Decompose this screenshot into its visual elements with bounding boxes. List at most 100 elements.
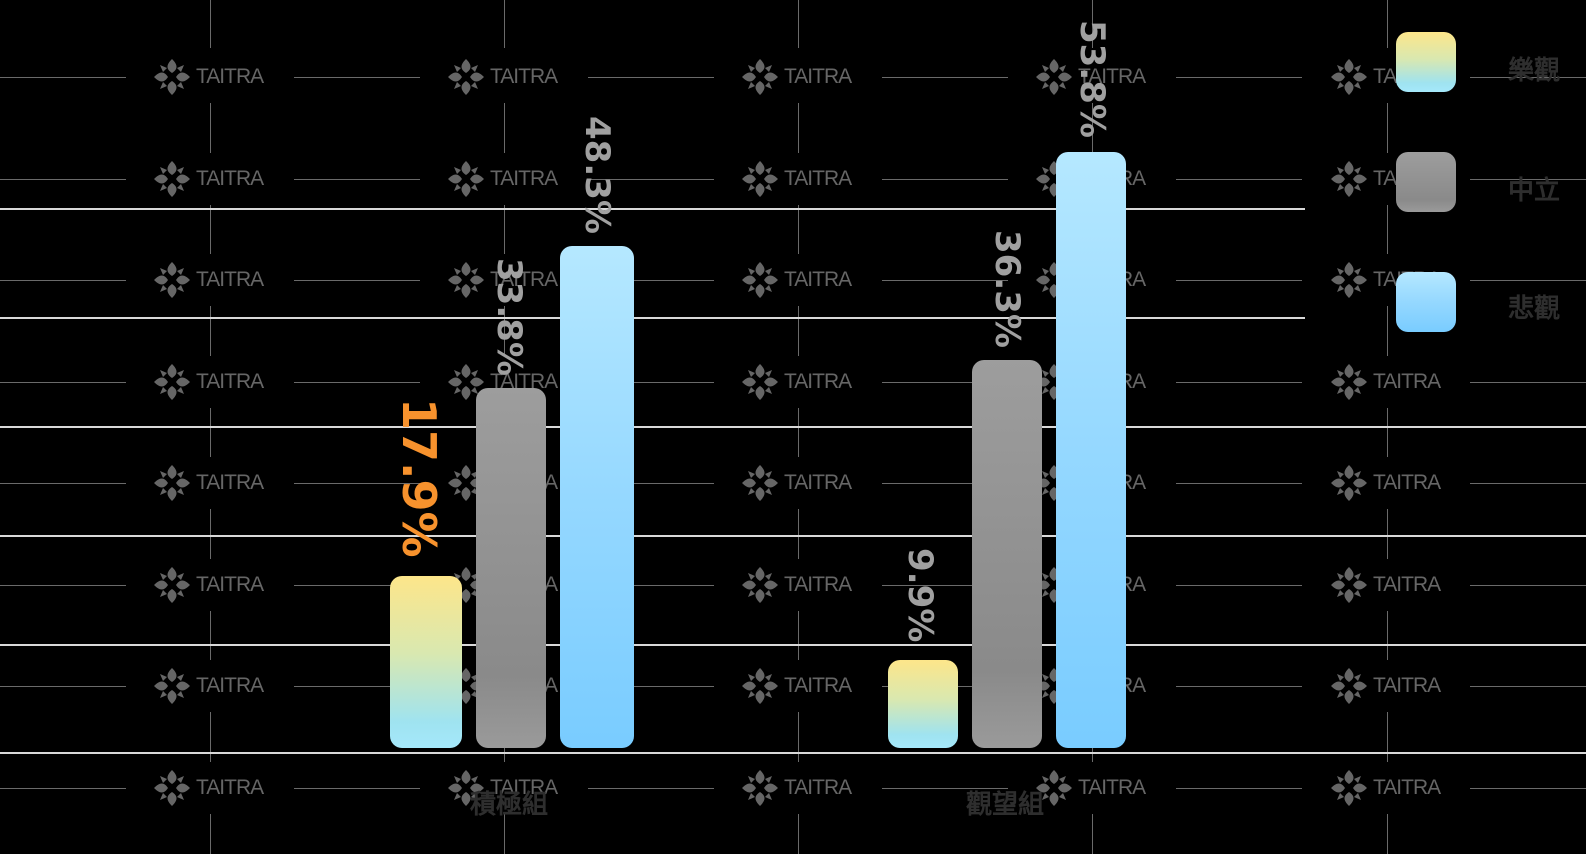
bar-g2-optimistic[interactable]: [888, 660, 958, 748]
taitra-logo-icon: [740, 666, 780, 706]
watermark-text: TAITRA: [196, 573, 264, 596]
watermark-line: [1470, 179, 1586, 180]
watermark-line: [294, 788, 420, 789]
watermark-line: [294, 179, 420, 180]
watermark: TAITRA: [1034, 768, 1146, 808]
watermark: TAITRA: [446, 362, 558, 402]
watermark-line: [0, 179, 126, 180]
watermark-text: TAITRA: [196, 674, 264, 697]
watermark-line: [588, 483, 714, 484]
taitra-logo-icon: [446, 260, 486, 300]
watermark-text: TAITRA: [490, 268, 558, 291]
legend-swatch-pessimistic: [1396, 272, 1456, 332]
watermark-line: [0, 382, 126, 383]
bar-g1-pessimistic[interactable]: [560, 246, 634, 748]
taitra-logo-icon: [1329, 159, 1369, 199]
watermark-line: [294, 280, 420, 281]
watermark-text: TAITRA: [196, 776, 264, 799]
bar-g2-neutral[interactable]: [972, 360, 1042, 748]
watermark-line: [1470, 77, 1586, 78]
watermark-line: [0, 686, 126, 687]
watermark-line: [210, 408, 211, 457]
watermark-line: [1387, 205, 1388, 254]
bar-g1-neutral[interactable]: [476, 388, 546, 748]
watermark-line: [1387, 814, 1388, 854]
taitra-logo-icon: [1329, 768, 1369, 808]
watermark-line: [588, 382, 714, 383]
watermark-line: [294, 77, 420, 78]
watermark-text: TAITRA: [1373, 573, 1441, 596]
taitra-logo-icon: [152, 565, 192, 605]
watermark: TAITRA: [740, 463, 852, 503]
bar-g2-pessimistic[interactable]: [1056, 152, 1126, 748]
watermark-text: TAITRA: [490, 776, 558, 799]
watermark-text: TAITRA: [784, 268, 852, 291]
taitra-logo-icon: [152, 57, 192, 97]
watermark-line: [1176, 585, 1302, 586]
watermark-line: [210, 306, 211, 356]
category-label-g2: 觀望組: [966, 790, 1045, 820]
watermark-text: TAITRA: [490, 167, 558, 190]
watermark: TAITRA: [152, 666, 264, 706]
watermark-line: [294, 585, 420, 586]
taitra-logo-icon: [1329, 57, 1369, 97]
taitra-logo-icon: [446, 768, 486, 808]
watermark: TAITRA: [446, 768, 558, 808]
watermark-line: [882, 585, 1008, 586]
watermark: TAITRA: [1329, 768, 1441, 808]
watermark-text: TAITRA: [784, 471, 852, 494]
watermark-text: TAITRA: [196, 268, 264, 291]
watermark-line: [0, 788, 126, 789]
watermark: TAITRA: [152, 260, 264, 300]
watermark-line: [588, 585, 714, 586]
watermark-text: TAITRA: [1078, 776, 1146, 799]
watermark-line: [1176, 382, 1302, 383]
watermark-line: [882, 483, 1008, 484]
watermark-line: [210, 712, 211, 762]
data-label-g2-pessimistic: 53.8%: [1072, 20, 1112, 138]
watermark-line: [1176, 179, 1302, 180]
taitra-logo-icon: [1034, 57, 1074, 97]
watermark-line: [1470, 585, 1586, 586]
watermark-text: TAITRA: [784, 573, 852, 596]
watermark-line: [588, 280, 714, 281]
watermark-line: [798, 408, 799, 457]
watermark-text: TAITRA: [1078, 65, 1146, 88]
data-label-g1-pessimistic: 48.3%: [577, 116, 617, 234]
baseline: [0, 752, 1586, 754]
watermark: TAITRA: [1329, 463, 1441, 503]
watermark: TAITRA: [152, 565, 264, 605]
watermark-line: [1176, 77, 1302, 78]
watermark-line: [1092, 0, 1093, 48]
watermark-text: TAITRA: [196, 65, 264, 88]
taitra-logo-icon: [152, 362, 192, 402]
watermark-text: TAITRA: [784, 776, 852, 799]
watermark-line: [1470, 686, 1586, 687]
taitra-logo-icon: [740, 565, 780, 605]
taitra-logo-icon: [740, 463, 780, 503]
watermark-line: [294, 686, 420, 687]
watermark-line: [210, 509, 211, 559]
taitra-logo-icon: [152, 463, 192, 503]
watermark: TAITRA: [446, 57, 558, 97]
bar-g1-optimistic[interactable]: [390, 576, 462, 748]
watermark: TAITRA: [1329, 666, 1441, 706]
legend-swatch-neutral: [1396, 152, 1456, 212]
watermark-line: [504, 0, 505, 48]
watermark-line: [798, 814, 799, 854]
watermark-line: [588, 77, 714, 78]
watermark: TAITRA: [152, 57, 264, 97]
watermark-line: [882, 280, 1008, 281]
watermark-line: [798, 205, 799, 254]
watermark-text: TAITRA: [784, 370, 852, 393]
watermark-text: TAITRA: [784, 65, 852, 88]
watermark: TAITRA: [740, 260, 852, 300]
taitra-logo-icon: [1329, 260, 1369, 300]
legend-label-neutral: 中立: [1508, 176, 1561, 206]
gridline: [0, 317, 1305, 319]
watermark-line: [798, 103, 799, 153]
watermark-text: TAITRA: [196, 167, 264, 190]
taitra-logo-icon: [740, 362, 780, 402]
watermark-text: TAITRA: [784, 167, 852, 190]
watermark-line: [294, 382, 420, 383]
